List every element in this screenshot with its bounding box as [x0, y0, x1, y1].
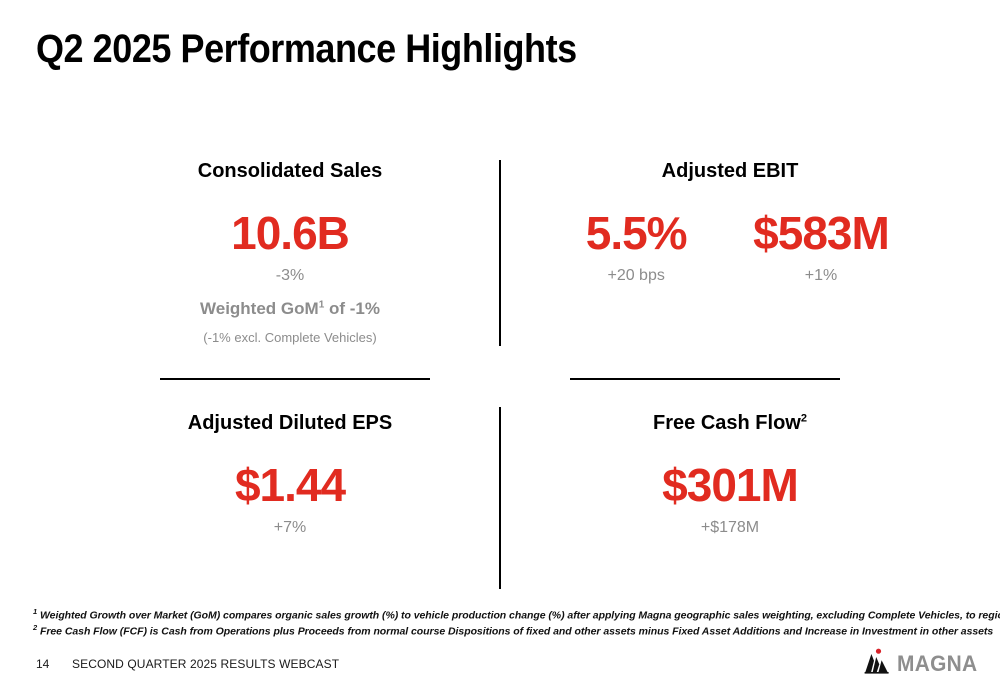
- metrics-grid: Consolidated Sales 10.6B -3% Weighted Go…: [0, 150, 1000, 600]
- metric-value-consolidated-sales: 10.6B: [231, 207, 350, 259]
- adjusted-ebit-margin-group: 5.5% +20 bps: [571, 210, 701, 285]
- footnote-1-marker: 1: [33, 607, 38, 616]
- footnote-2-text: Free Cash Flow (FCF) is Cash from Operat…: [37, 625, 994, 638]
- footnote-1: 1 Weighted Growth over Market (GoM) comp…: [33, 607, 1000, 623]
- metric-card-adjusted-ebit: Adjusted EBIT 5.5% +20 bps $583M +1%: [500, 160, 960, 285]
- metric-heading-text: Free Cash Flow: [653, 412, 801, 434]
- metric-card-adjusted-diluted-eps: Adjusted Diluted EPS $1.44 +7%: [60, 412, 520, 537]
- adjusted-ebit-metric-pair: 5.5% +20 bps $583M +1%: [500, 210, 960, 285]
- magna-mountain-icon: [862, 646, 892, 681]
- metric-value-adjusted-diluted-eps: $1.44: [234, 459, 346, 511]
- magna-wordmark: MAGNA: [897, 650, 978, 676]
- footnote-1-text: Weighted Growth over Market (GoM) compar…: [37, 609, 1000, 622]
- weighted-gom-value: of -1%: [324, 299, 380, 319]
- divider-vertical-top: [499, 160, 501, 346]
- metric-change-adjusted-diluted-eps: +7%: [273, 519, 307, 536]
- footnote-ref-1: 1: [318, 299, 325, 311]
- footnote-2: 2 Free Cash Flow (FCF) is Cash from Oper…: [33, 622, 993, 639]
- metric-heading-adjusted-ebit: Adjusted EBIT: [500, 160, 960, 182]
- weighted-gom-label: Weighted GoM: [200, 299, 319, 319]
- footnote-2-marker: 2: [33, 622, 38, 632]
- divider-horizontal-right: [570, 378, 840, 380]
- metric-change-free-cash-flow: +$178M: [700, 519, 760, 536]
- metric-heading-consolidated-sales: Consolidated Sales: [60, 160, 520, 182]
- footnotes: 1 Weighted Growth over Market (GoM) comp…: [33, 607, 1000, 639]
- metric-heading-free-cash-flow: Free Cash Flow2: [500, 412, 960, 434]
- divider-horizontal-left: [160, 378, 430, 380]
- metric-heading-adjusted-diluted-eps: Adjusted Diluted EPS: [60, 412, 520, 434]
- footnote-ref-2: 2: [800, 412, 807, 425]
- slide-footer: 14 SECOND QUARTER 2025 RESULTS WEBCAST M…: [0, 643, 1000, 685]
- page-number: 14: [36, 657, 50, 671]
- metric-change-ebit-margin: +20 bps: [607, 267, 665, 284]
- metric-note-excl-complete-vehicles: (-1% excl. Complete Vehicles): [203, 329, 377, 345]
- metric-card-consolidated-sales: Consolidated Sales 10.6B -3% Weighted Go…: [60, 160, 520, 345]
- metric-value-ebit-margin: 5.5%: [585, 207, 688, 259]
- magna-logo: MAGNA: [862, 646, 982, 681]
- page-title: Q2 2025 Performance Highlights: [36, 27, 577, 71]
- metric-heading-text: Adjusted Diluted EPS: [187, 412, 393, 434]
- metric-note-weighted-gom: Weighted GoM1 of -1%: [60, 299, 520, 319]
- metric-value-free-cash-flow: $301M: [662, 459, 799, 511]
- metric-heading-text: Consolidated Sales: [197, 160, 383, 182]
- metric-heading-text: Adjusted EBIT: [661, 160, 799, 182]
- metric-card-free-cash-flow: Free Cash Flow2 $301M +$178M: [500, 412, 960, 537]
- adjusted-ebit-amount-group: $583M +1%: [753, 207, 890, 285]
- divider-vertical-bottom: [499, 407, 501, 589]
- metric-value-ebit-amount: $583M: [753, 207, 890, 259]
- metric-change-consolidated-sales: -3%: [275, 267, 305, 284]
- footer-deck-title: SECOND QUARTER 2025 RESULTS WEBCAST: [72, 657, 340, 671]
- metric-change-ebit-amount: +1%: [804, 267, 838, 284]
